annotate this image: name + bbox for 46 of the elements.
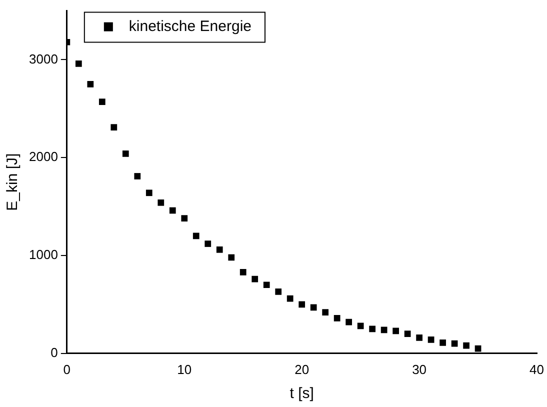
point (87, 81, 94, 88)
x-tick-label: 0 (63, 362, 71, 377)
point (228, 254, 235, 261)
y-tick-label: 2000 (29, 149, 58, 164)
x-tick-label: 10 (177, 362, 192, 377)
point (240, 268, 246, 276)
point (451, 340, 458, 347)
y-tick-label: 1000 (29, 247, 58, 262)
point (380, 326, 388, 334)
point (110, 124, 118, 130)
point (416, 334, 422, 341)
point (310, 304, 317, 311)
point (369, 326, 376, 332)
point (346, 318, 352, 326)
point (158, 199, 164, 206)
point (204, 240, 212, 247)
point (463, 342, 470, 349)
point (75, 60, 82, 67)
point (169, 207, 176, 214)
point (404, 330, 411, 338)
point (428, 336, 434, 343)
x-tick-label: 20 (294, 362, 310, 377)
point (334, 314, 340, 322)
point (357, 322, 364, 330)
x-axis-title: t [s] (290, 385, 314, 402)
point (440, 339, 446, 346)
legend-label: kinetische Energie (128, 18, 252, 35)
y-tick-label: 3000 (29, 51, 58, 66)
x-tick-label: 30 (412, 362, 427, 377)
x-tick-label: 40 (530, 362, 544, 377)
point (134, 173, 141, 180)
point (286, 295, 294, 302)
point (252, 276, 258, 282)
y-tick-label: 0 (50, 344, 58, 360)
point (275, 288, 282, 295)
point (192, 232, 200, 240)
point (122, 150, 129, 157)
point (263, 282, 270, 288)
point (216, 246, 223, 253)
point (322, 309, 329, 316)
point (392, 328, 399, 334)
point (298, 301, 306, 308)
y-axis-title: E_kin [J] (4, 153, 22, 211)
point (146, 190, 152, 196)
point (181, 215, 188, 222)
point (98, 98, 106, 106)
